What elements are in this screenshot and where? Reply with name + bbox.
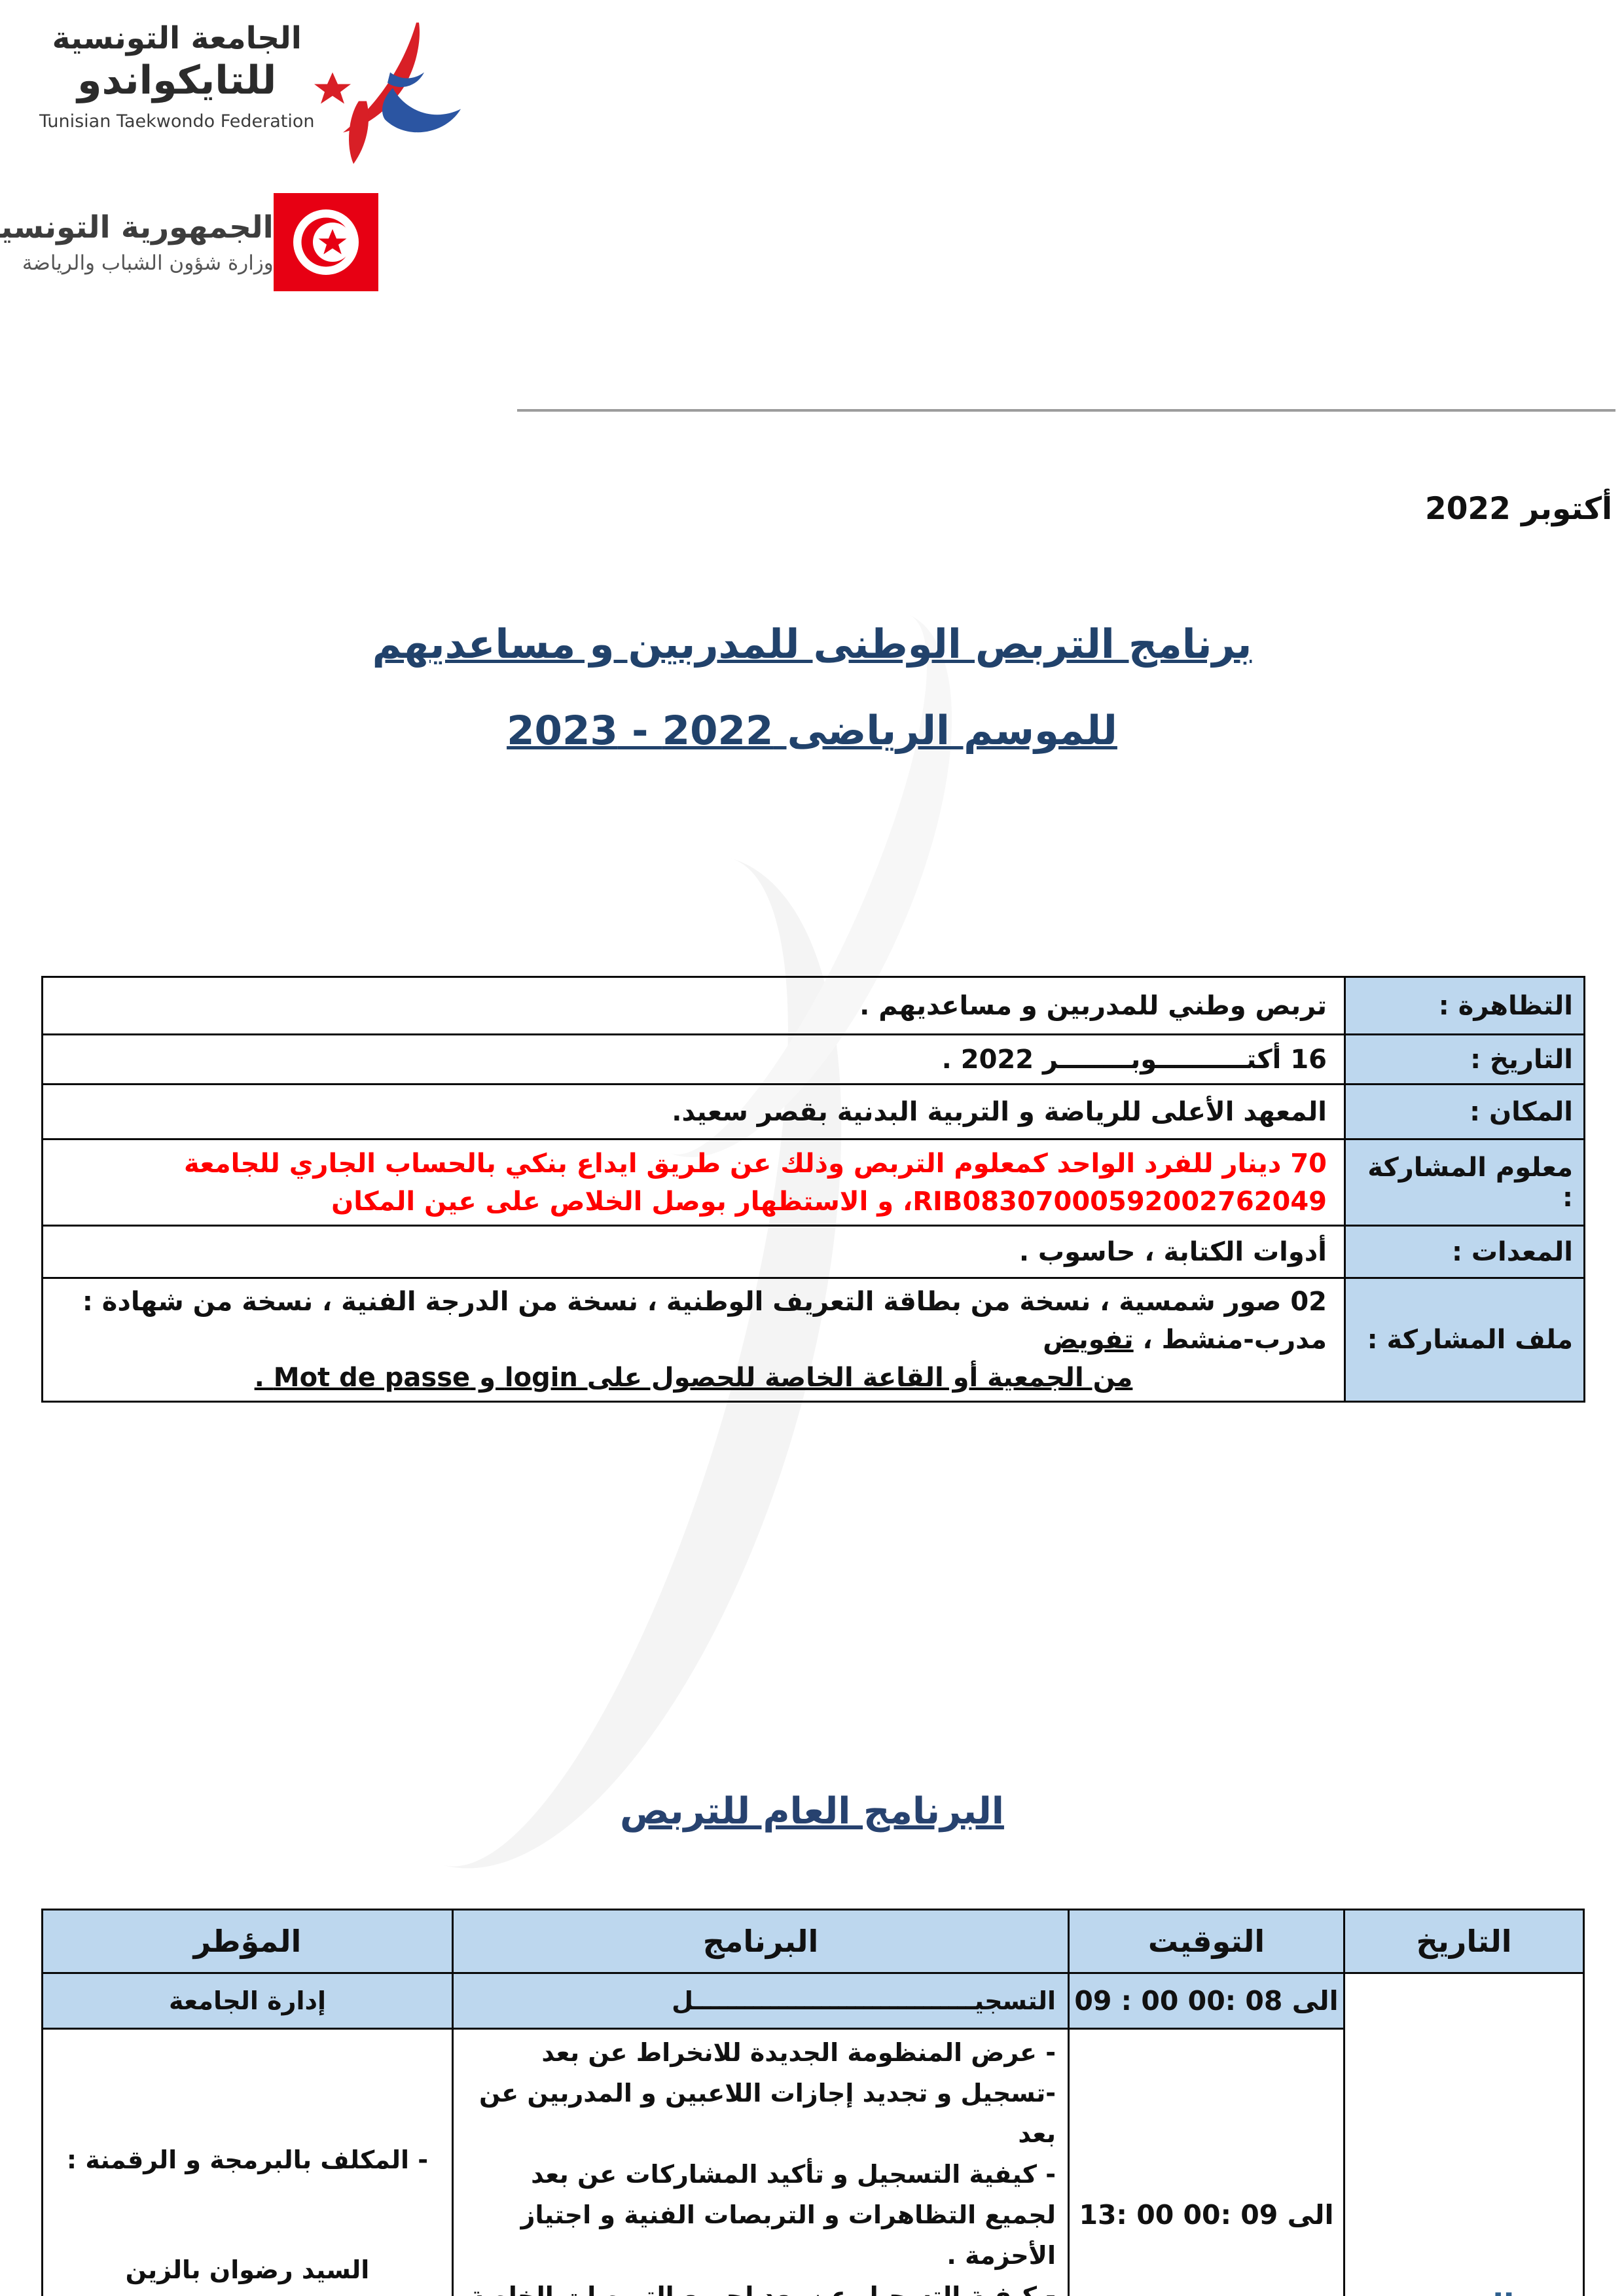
program-bullet: - كيفية التسجيل عن بعد لجميع التربصات ال… — [469, 2282, 1056, 2296]
federation-logo-arabic-1: الجامعة التونسية — [52, 20, 302, 56]
file-line1: 02 صور شمسية ، نسخة من بطاقة التعريف الو… — [60, 1283, 1327, 1359]
info-label-fee: معلوم المشاركة : — [1344, 1138, 1585, 1227]
table-row: التاريخ : 16 أكتــــــــــوبــــــــر 20… — [41, 1033, 1585, 1085]
program-cell: التسجيـــــــــــــــــــــــــــــــــل — [452, 1972, 1070, 2030]
info-value-event: تربص وطني للمدربين و مساعديهم . — [41, 976, 1346, 1035]
table-row: المكان : المعهد الأعلى للرياضة و التربية… — [41, 1083, 1585, 1140]
reference-number: عــــــدد: 1175 /22 — [1113, 455, 1624, 491]
info-label-equipment: المعدات : — [1344, 1225, 1585, 1279]
table-row: المعدات : أدوات الكتابة ، حاسوب . — [41, 1225, 1585, 1279]
file-line1-text: 02 صور شمسية ، نسخة من بطاقة التعريف الو… — [82, 1287, 1327, 1355]
col-header-tutor: المؤطر — [41, 1909, 454, 1974]
taekwondo-figure-icon — [314, 22, 461, 164]
col-header-program: البرنامج — [452, 1909, 1070, 1974]
info-label-file: ملف المشاركة : — [1344, 1277, 1585, 1403]
time-cell: 09 : 00 الى 08 :00 — [1068, 1972, 1345, 2030]
tutor-cell: - المكلف بالبرمجة و الرقمنة : السيد رضوا… — [41, 2028, 454, 2296]
fee-line2: RIB08307000592002762049، و الاستظهار بوص… — [331, 1186, 1327, 1217]
ministry-line2: وزارة شؤون الشباب والرياضة — [22, 251, 274, 275]
info-value-equipment: أدوات الكتابة ، حاسوب . — [41, 1225, 1346, 1279]
title-line1: برنامج التربص الوطنى للمدربين و مساعديهم — [372, 621, 1252, 668]
table-row: معلوم المشاركة : 70 دينار للفرد الواحد ك… — [41, 1138, 1585, 1227]
tunisia-flag-icon — [273, 193, 378, 291]
file-line2: من الجمعية أو القاعة الخاصة للحصول على l… — [254, 1363, 1133, 1393]
file-line1-underlined: تفويض — [1043, 1325, 1134, 1355]
table-row: ملف المشاركة : 02 صور شمسية ، نسخة من بط… — [41, 1277, 1585, 1403]
date-cell: السبت 15 أكتوبر 2022 — [1343, 1972, 1585, 2296]
tutor-role: - المكلف بالبرمجة و الرقمنة : — [66, 2145, 429, 2174]
tutor-cell: إدارة الجامعة — [41, 1972, 454, 2030]
title-line2: للموسم الرياضى 2022 - 2023 — [507, 708, 1117, 754]
document-title: برنامج التربص الوطنى للمدربين و مساعديهم… — [0, 601, 1624, 774]
city-date: تونس في :10 أكتوبر 2022 — [1425, 491, 1624, 527]
federation-logo: الجامعة التونسية للتايكواندو Tunisian Ta… — [39, 20, 1624, 167]
table-row: التظاهرة : تربص وطني للمدربين و مساعديهم… — [41, 976, 1585, 1035]
program-table: التاريخ التوقيت البرنامج المؤطر السبت 15… — [41, 1909, 1585, 2296]
info-value-date: 16 أكتــــــــــوبــــــــر 2022 . — [41, 1033, 1346, 1085]
fee-line1: 70 دينار للفرد الواحد كمعلوم التربص وذلك… — [184, 1148, 1327, 1179]
info-value-file: 02 صور شمسية ، نسخة من بطاقة التعريف الو… — [41, 1277, 1346, 1403]
time-cell: 13: 00 الى 09 :00 — [1068, 2028, 1345, 2296]
federation-logo-caption: Tunisian Taekwondo Federation — [39, 111, 315, 132]
date-day: السبت — [1346, 2284, 1582, 2296]
info-label-place: المكان : — [1344, 1083, 1585, 1140]
tutor-name: السيد رضوان بالزين — [125, 2255, 370, 2284]
section-title: البرنامج العام للتربص — [620, 1790, 1004, 1833]
info-label-event: التظاهرة : — [1344, 976, 1585, 1035]
info-value-place: المعهد الأعلى للرياضة و التربية البدنية … — [41, 1083, 1346, 1140]
info-table: التظاهرة : تربص وطني للمدربين و مساعديهم… — [41, 976, 1585, 1403]
col-header-time: التوقيت — [1068, 1909, 1345, 1974]
ministry-line1: الجمهورية التونسية — [0, 209, 274, 245]
federation-logo-arabic-2: للتايكواندو — [77, 58, 277, 103]
program-cell: - عرض المنظومة الجديدة للانخراط عن بعد -… — [452, 2028, 1070, 2296]
table-header-row: التاريخ التوقيت البرنامج المؤطر — [41, 1909, 1585, 1974]
table-row: 13: 00 الى 09 :00 - عرض المنظومة الجديدة… — [41, 2028, 1584, 2296]
info-value-fee: 70 دينار للفرد الواحد كمعلوم التربص وذلك… — [41, 1138, 1346, 1227]
ministry-block: الجمهورية التونسية وزارة شؤون الشباب وال… — [0, 193, 1588, 291]
program-bullet: - عرض المنظومة الجديدة للانخراط عن بعد -… — [478, 2038, 1056, 2148]
program-bullet: - كيفية التسجيل و تأكيد المشاركات عن بعد… — [520, 2160, 1056, 2270]
info-label-date: التاريخ : — [1344, 1033, 1585, 1085]
table-row: السبت 15 أكتوبر 2022 09 : 00 الى 08 :00 … — [41, 1972, 1585, 2296]
header-divider — [517, 409, 1615, 412]
col-header-date: التاريخ — [1343, 1909, 1585, 1974]
